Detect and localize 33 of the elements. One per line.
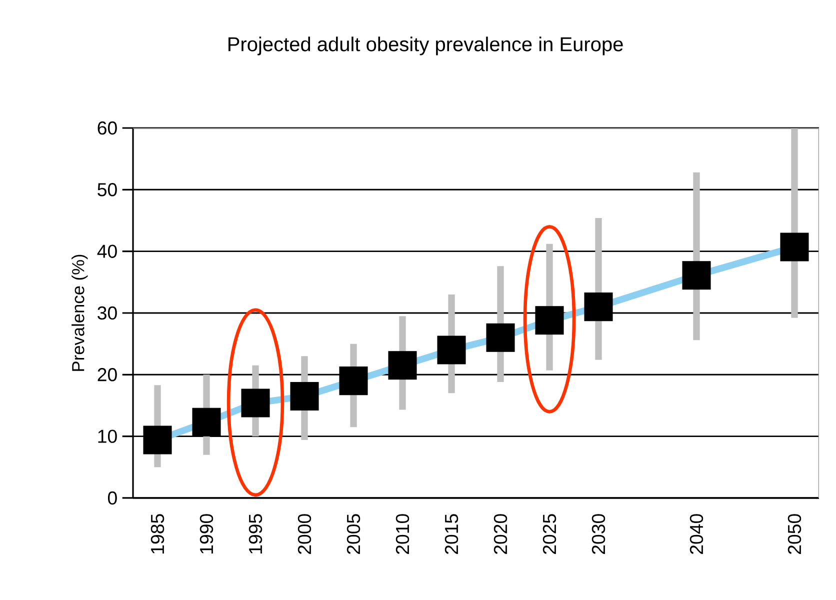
x-tick-label: 1985	[150, 514, 164, 554]
x-tick-label: 2000	[298, 514, 312, 554]
point	[437, 336, 466, 364]
point	[241, 388, 270, 418]
x-tick-label: 2040	[690, 514, 704, 554]
x-tick-label: 2025	[542, 514, 556, 554]
y-axis-title: Prevalence (%)	[72, 254, 88, 371]
x-tick-label: 1990	[200, 514, 214, 554]
y-tick-label: 20	[98, 368, 117, 382]
x-tick-label: 2050	[788, 514, 802, 554]
point	[780, 232, 809, 262]
x-tick-label: 2015	[444, 514, 458, 554]
point	[339, 366, 368, 396]
point	[388, 351, 417, 380]
y-tick-label: 0	[108, 491, 117, 505]
x-tick-label: 2030	[592, 514, 606, 554]
point	[290, 382, 319, 411]
y-tick-label: 60	[98, 121, 117, 135]
point	[584, 292, 613, 322]
x-tick-label: 2020	[494, 514, 508, 554]
y-tick-label: 10	[98, 430, 117, 443]
y-tick-label: 50	[98, 183, 117, 196]
y-tick-label: 40	[97, 244, 117, 258]
y-tick-label: 30	[98, 306, 117, 320]
x-tick-label: 2005	[346, 514, 360, 554]
chart-title: Projected adult obesity prevalence in Europe	[228, 36, 623, 56]
point	[143, 426, 172, 454]
point	[535, 306, 564, 335]
x-tick-label: 2010	[396, 514, 410, 554]
point	[682, 261, 711, 290]
point	[486, 323, 515, 352]
x-tick-label: 1995	[248, 514, 262, 554]
point	[192, 408, 221, 436]
